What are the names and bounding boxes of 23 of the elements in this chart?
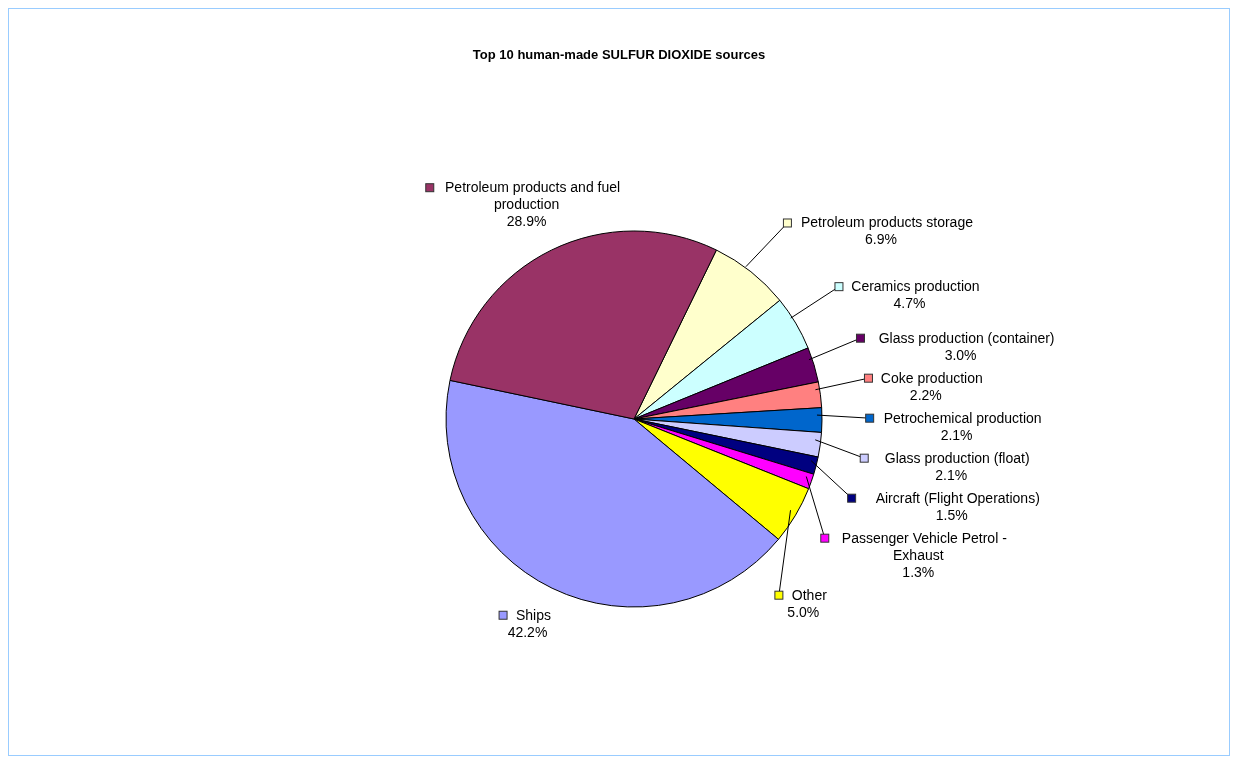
legend-label: Petroleum products and fuel production	[445, 179, 621, 213]
data-label: 6.9%	[865, 231, 897, 248]
data-label: 28.9%	[506, 213, 547, 230]
data-label: 2.1%	[935, 466, 968, 483]
data-label: 42.2%	[507, 623, 548, 640]
data-label: 1.5%	[935, 506, 968, 523]
chart-title: Top 10 human-made SULFUR DIOXIDE sources	[471, 47, 767, 62]
legend-label: Petroleum products storage	[800, 214, 974, 231]
data-label: 1.3%	[902, 563, 935, 580]
legend-label: Aircraft (Flight Operations)	[875, 489, 1040, 506]
legend-label: Coke production	[880, 369, 983, 386]
data-label: 2.1%	[940, 426, 973, 443]
legend-label: Ships	[516, 606, 552, 623]
legend-label: Other	[791, 586, 828, 603]
legend-label: Ceramics production	[851, 278, 980, 295]
data-label: 4.7%	[893, 295, 926, 312]
data-label: 3.0%	[944, 346, 977, 363]
legend-label: Glass production (container)	[878, 329, 1055, 346]
data-label: 2.2%	[909, 386, 942, 403]
legend-label: Glass production (float)	[884, 449, 1030, 466]
legend-label: Petrochemical production	[883, 409, 1042, 426]
legend-label: Passenger Vehicle Petrol - Exhaust	[841, 529, 1008, 563]
data-label: 5.0%	[787, 603, 820, 620]
